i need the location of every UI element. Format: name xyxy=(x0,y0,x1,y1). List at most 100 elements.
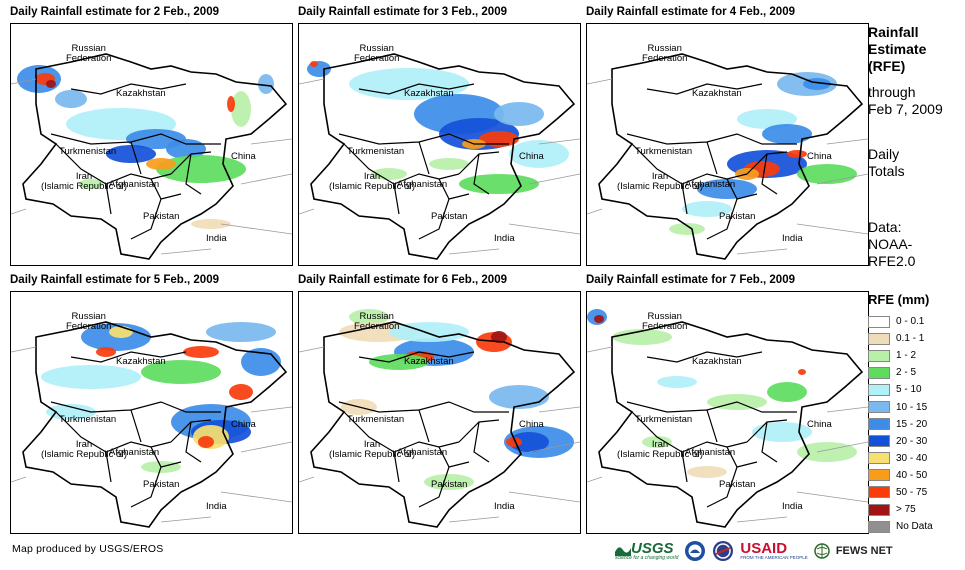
usgs-tagline: science for a changing world xyxy=(615,555,679,561)
rainfall-area xyxy=(141,360,221,384)
region-boundary xyxy=(598,53,864,260)
rainfall-area xyxy=(258,74,274,94)
country-label-afghanistan: Afghanistan xyxy=(685,447,736,458)
nasa-seal-icon xyxy=(713,541,734,561)
rainfall-area xyxy=(191,219,231,229)
fewsnet-wordmark: FEWS NET xyxy=(835,545,893,557)
country-label-turkmenistan: Turkmenistan xyxy=(59,414,117,425)
legend-swatch xyxy=(868,383,890,396)
country-label-afghanistan: Afghanistan xyxy=(109,447,160,458)
panel-title: Daily Rainfall estimate for 2 Feb., 2009 xyxy=(10,6,219,18)
country-label-iran: Iran (Islamic Republic of) xyxy=(617,439,704,460)
rainfall-area xyxy=(669,223,705,235)
legend-label: 1 - 2 xyxy=(896,350,917,362)
country-label-afghanistan: Afghanistan xyxy=(397,179,448,190)
map-frame: Russian Federation Kazakhstan Turkmenistan I… xyxy=(10,291,293,534)
map-panel-feb-5: Daily Rainfall estimate for 5 Feb., 2009… xyxy=(10,274,293,534)
rainfall-area xyxy=(371,168,407,180)
rainfall-area xyxy=(479,131,519,147)
rainfall-area xyxy=(41,365,141,389)
country-label-russia: Russian Federation xyxy=(642,43,688,64)
rainfall-area xyxy=(231,91,251,127)
rainfall-area xyxy=(612,329,672,345)
country-label-china: China xyxy=(231,151,256,162)
legend-label: 15 - 20 xyxy=(896,418,928,430)
region-boundary xyxy=(22,321,288,528)
rainfall-area xyxy=(491,331,507,343)
region-boundary xyxy=(310,321,576,528)
legend-swatch xyxy=(868,486,890,499)
map-frame: Russian Federation Kazakhstan Turkmenistan I… xyxy=(586,291,869,534)
context-borders xyxy=(587,346,868,523)
rainfall-area xyxy=(424,474,474,490)
country-label-china: China xyxy=(807,419,832,430)
country-label-russia: Russian Federation xyxy=(354,311,400,332)
rainfall-layer xyxy=(339,309,574,490)
region-boundary xyxy=(310,53,576,260)
usgs-wordmark: USGS xyxy=(631,540,674,557)
rainfall-area xyxy=(506,437,522,447)
context-borders xyxy=(299,346,580,523)
rainfall-area xyxy=(682,201,732,217)
rainfall-area xyxy=(657,376,697,388)
country-label-russia: Russian Federation xyxy=(66,311,112,332)
country-label-china: China xyxy=(519,419,544,430)
map-canvas xyxy=(11,321,292,528)
legend-label: 0.1 - 1 xyxy=(896,333,925,345)
side-through-date: through Feb 7, 2009 xyxy=(868,84,943,117)
rainfall-area xyxy=(349,309,389,325)
country-label-iran: Iran (Islamic Republic of) xyxy=(617,171,704,192)
country-borders xyxy=(50,351,221,508)
map-canvas xyxy=(11,53,292,260)
country-label-turkmenistan: Turkmenistan xyxy=(635,414,693,425)
rainfall-area xyxy=(310,61,318,67)
legend-label: 20 - 30 xyxy=(896,435,928,447)
legend-label: 40 - 50 xyxy=(896,469,928,481)
country-label-afghanistan: Afghanistan xyxy=(109,179,160,190)
legend-item: 2 - 5 xyxy=(868,364,933,381)
map-panel-feb-4: Daily Rainfall estimate for 4 Feb., 2009… xyxy=(586,6,869,266)
rainfall-area xyxy=(109,326,133,338)
rainfall-layer xyxy=(669,72,857,235)
rainfall-area xyxy=(594,315,604,323)
country-label-india: India xyxy=(206,233,227,244)
side-daily-totals: Daily Totals xyxy=(868,146,905,179)
legend-item: 0 - 0.1 xyxy=(868,313,933,330)
country-label-china: China xyxy=(807,151,832,162)
rainfall-area xyxy=(697,179,757,199)
rainfall-area xyxy=(429,158,469,170)
rainfall-area xyxy=(494,102,544,126)
rainfall-area xyxy=(762,124,812,144)
rainfall-area xyxy=(509,140,569,168)
panel-title: Daily Rainfall estimate for 3 Feb., 2009 xyxy=(298,6,507,18)
country-label-india: India xyxy=(206,501,227,512)
usaid-logo: USAID FROM THE AMERICAN PEOPLE xyxy=(740,541,807,561)
legend-label: 50 - 75 xyxy=(896,486,928,498)
legend-item: 10 - 15 xyxy=(868,398,933,415)
country-label-india: India xyxy=(782,233,803,244)
country-label-russia: Russian Federation xyxy=(66,43,112,64)
country-label-afghanistan: Afghanistan xyxy=(397,447,448,458)
rainfall-area xyxy=(46,80,56,88)
map-panel-feb-6: Daily Rainfall estimate for 6 Feb., 2009… xyxy=(298,274,581,534)
legend-item: 1 - 2 xyxy=(868,347,933,364)
country-label-china: China xyxy=(231,419,256,430)
country-label-afghanistan: Afghanistan xyxy=(685,179,736,190)
country-label-iran: Iran (Islamic Republic of) xyxy=(329,171,416,192)
map-canvas xyxy=(587,53,868,260)
country-label-russia: Russian Federation xyxy=(354,43,400,64)
legend-item: 30 - 40 xyxy=(868,450,933,467)
rainfall-area xyxy=(206,322,276,342)
rainfall-layer xyxy=(41,322,281,473)
rainfall-area xyxy=(227,96,235,112)
legend-item: 40 - 50 xyxy=(868,467,933,484)
legend-item: 15 - 20 xyxy=(868,416,933,433)
legend-label: 5 - 10 xyxy=(896,384,922,396)
legend-rows: 0 - 0.1 0.1 - 1 1 - 2 2 - 5 5 - 10 10 - 15 15 … xyxy=(868,313,933,535)
country-label-turkmenistan: Turkmenistan xyxy=(635,146,693,157)
fewsnet-globe-icon xyxy=(814,543,830,559)
rainfall-area xyxy=(183,346,219,358)
country-label-kazakhstan: Kazakhstan xyxy=(404,356,454,367)
legend-item: 50 - 75 xyxy=(868,484,933,501)
context-borders xyxy=(299,78,580,255)
